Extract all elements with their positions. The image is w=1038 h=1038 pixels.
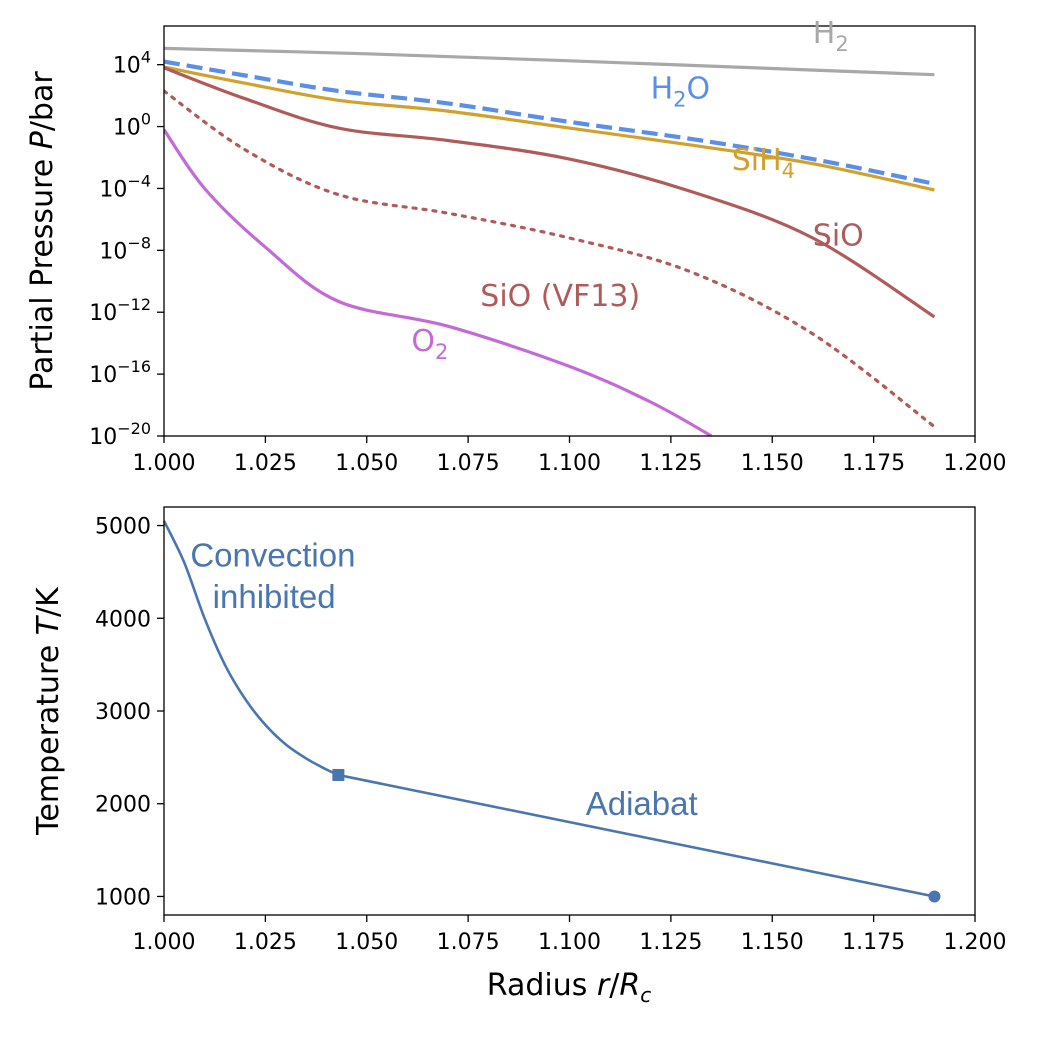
- bottom-x-tick-label: 1.150: [741, 930, 804, 955]
- bottom-y-tick-label: 2000: [95, 793, 151, 818]
- top-x-tick-label: 1.075: [437, 451, 500, 476]
- bottom-y-tick-label: 4000: [95, 607, 151, 632]
- bottom-x-tick-label: 1.050: [335, 930, 398, 955]
- bottom-y-tick-label: 5000: [95, 515, 151, 540]
- top-x-ticks: 1.000 1.025 1.050 1.075 1.100 1.125 1.150 1.175…: [133, 436, 1007, 476]
- series-label-sio: SiO: [813, 219, 864, 254]
- bottom-x-tick-label: 1.100: [538, 930, 601, 955]
- top-y-tick-label: 10−8: [99, 233, 151, 264]
- top-y-tick-label: 10−12: [89, 295, 151, 326]
- top-series-layer: [164, 46, 936, 436]
- series-line-o2: [164, 128, 713, 436]
- annotation-inhibited: inhibited: [213, 578, 336, 615]
- bottom-annotations: Convection inhibited Adiabat: [190, 536, 697, 822]
- series-line-sio-vf13: [164, 89, 936, 429]
- bottom-x-tick-label: 1.075: [437, 930, 500, 955]
- series-label-sih4: SiH4: [732, 143, 795, 183]
- bottom-y-tick-label: 3000: [95, 700, 151, 725]
- series-line-sih4: [164, 65, 935, 192]
- top-x-tick-label: 1.200: [944, 451, 1007, 476]
- top-x-tick-label: 1.150: [741, 451, 804, 476]
- top-y-tick-label: 10−16: [89, 357, 151, 388]
- bottom-y-axis-title: Temperature T/K: [31, 586, 66, 836]
- top-x-tick-label: 1.175: [842, 451, 905, 476]
- top-x-tick-label: 1.000: [133, 451, 196, 476]
- series-line-h2o: [164, 59, 935, 186]
- partial-pressure-panel: 1.000 1.025 1.050 1.075 1.100 1.125 1.150 1.175…: [25, 16, 1006, 476]
- series-label-h2: H2: [813, 16, 849, 56]
- bottom-y-tick-label: 1000: [95, 885, 151, 910]
- bottom-x-tick-label: 1.125: [639, 930, 702, 955]
- series-label-h2o: H2O: [651, 72, 711, 112]
- top-x-tick-label: 1.100: [538, 451, 601, 476]
- top-y-tick-label: 100: [113, 110, 151, 141]
- series-label-o2: O2: [411, 324, 448, 364]
- top-x-tick-label: 1.050: [335, 451, 398, 476]
- top-series-labels: H2 H2O SiH4 SiO SiO (VF13) O2: [411, 16, 863, 364]
- top-y-axis-title: Partial Pressure P/bar: [25, 71, 60, 391]
- top-x-tick-label: 1.025: [234, 451, 297, 476]
- convection-boundary-marker: [332, 768, 345, 781]
- temperature-panel: 1.000 1.025 1.050 1.075 1.100 1.125 1.150 1.175…: [31, 506, 1007, 1007]
- bottom-x-axis-title: Radius r/Rc: [487, 968, 651, 1007]
- series-line-h2: [164, 46, 935, 77]
- top-x-tick-label: 1.125: [639, 451, 702, 476]
- bottom-y-ticks: 1000 2000 3000 4000 5000: [95, 515, 164, 910]
- annotation-adiabat: Adiabat: [586, 785, 698, 822]
- temperature-curve: [162, 520, 935, 898]
- bottom-x-ticks: 1.000 1.025 1.050 1.075 1.100 1.125 1.150 1.175…: [133, 915, 1007, 955]
- bottom-x-tick-label: 1.025: [234, 930, 297, 955]
- bottom-series-layer: [162, 520, 941, 903]
- top-y-tick-label: 10−4: [99, 171, 151, 202]
- bottom-x-tick-label: 1.000: [133, 930, 196, 955]
- top-y-tick-label: 10−20: [89, 419, 151, 450]
- outer-radius-marker: [928, 890, 941, 903]
- bottom-x-tick-label: 1.200: [944, 930, 1007, 955]
- series-line-sio: [164, 66, 936, 319]
- top-y-tick-label: 104: [113, 48, 151, 79]
- bottom-x-tick-label: 1.175: [842, 930, 905, 955]
- annotation-convection: Convection: [190, 536, 355, 573]
- top-y-ticks: 104 100 10−4 10−8 10−12 10−16 10−20: [89, 48, 164, 450]
- series-label-sio-vf13: SiO (VF13): [480, 279, 640, 314]
